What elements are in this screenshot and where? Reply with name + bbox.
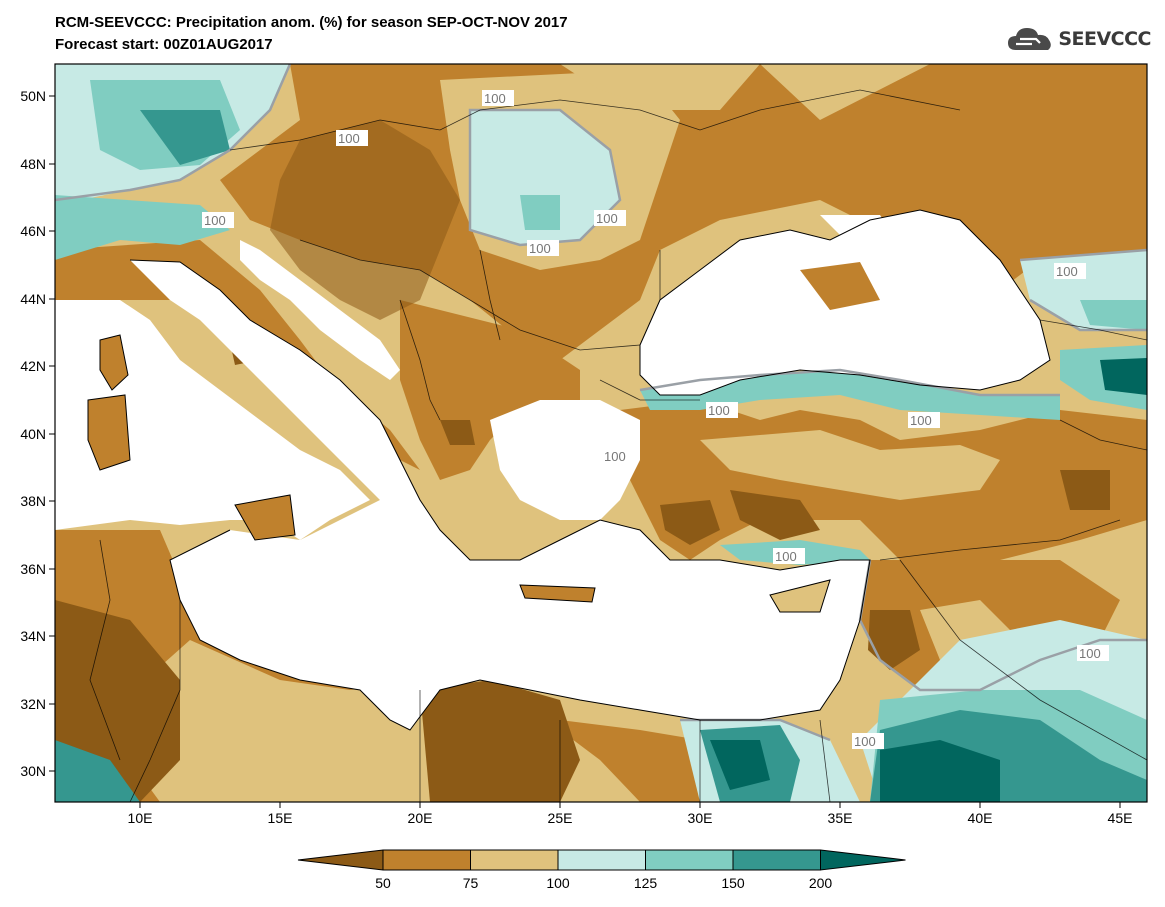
region-150-200-alps [140, 110, 230, 165]
lat-tick-label: 48N [20, 156, 46, 172]
region-125-150-carpathians [520, 195, 560, 230]
lat-tick-label: 36N [20, 561, 46, 577]
contour-label: 100 [484, 91, 506, 106]
contour-label: 100 [854, 734, 876, 749]
map-frame [54, 63, 1148, 803]
island-crete [520, 585, 595, 602]
region-gt200-arabia [880, 740, 1000, 802]
island-sardinia [88, 395, 130, 470]
region-lt50-east-anatolia [1060, 470, 1110, 510]
region-crimea [800, 262, 880, 310]
logo-text: SEEVCCC [1058, 28, 1151, 50]
lon-tick-label: 25E [548, 810, 573, 826]
coastlines [87, 209, 1051, 731]
colorbar-swatch [470, 849, 559, 871]
lat-tick-label: 44N [20, 291, 46, 307]
lat-tick-label: 50N [20, 88, 46, 104]
lon-tick-label: 30E [688, 810, 713, 826]
lat-tick-label: 46N [20, 223, 46, 239]
region-125-150-black-sea-coast [640, 370, 1060, 420]
region-gt200-georgia [1100, 358, 1147, 395]
lat-tick-label: 34N [20, 628, 46, 644]
region-lt50-pannonia [270, 120, 460, 320]
lat-tick-label: 32N [20, 696, 46, 712]
sea-tyrrhenian [55, 300, 370, 540]
lat-tick-label: 40N [20, 426, 46, 442]
longitude-axis: 10E 15E 20E 25E 30E 35E 40E 45E [128, 802, 1133, 826]
contour-label: 100 [604, 449, 626, 464]
contour-label: 100 [1056, 264, 1078, 279]
region-lt50-lebanon [868, 610, 920, 670]
contour-label: 100 [1079, 646, 1101, 661]
lat-tick-label: 38N [20, 493, 46, 509]
title-line-2: Forecast start: 00Z01AUG2017 [55, 36, 273, 53]
cloud-logo-icon [1008, 28, 1052, 50]
region-gt200-egypt [710, 740, 770, 790]
colorbar-swatch-lt50 [297, 849, 384, 871]
contour-label: 100 [529, 241, 551, 256]
colorbar-swatch [732, 849, 821, 871]
region-150-200-tunisia [55, 740, 140, 802]
region-lt50-greece [440, 420, 475, 445]
colorbar: 50 75 100 125 150 200 [297, 849, 906, 891]
lon-tick-label: 45E [1108, 810, 1133, 826]
colorbar-label: 50 [375, 875, 391, 891]
contour-label: 100 [708, 403, 730, 418]
sea-adriatic [240, 240, 400, 380]
region-lt50-libya [420, 680, 580, 802]
contour-label: 100 [775, 549, 797, 564]
colorbar-label: 150 [721, 875, 745, 891]
country-borders [89, 89, 1147, 802]
map-field: 100 100 100 100 100 100 100 100 100 100 … [55, 64, 1147, 802]
lon-tick-label: 15E [268, 810, 293, 826]
colorbar-label: 200 [809, 875, 833, 891]
lon-tick-label: 40E [968, 810, 993, 826]
island-corsica [100, 335, 128, 390]
colorbar-label: 100 [546, 875, 570, 891]
region-75-100-central-anatolia [700, 430, 1000, 500]
sea-aegean [490, 400, 640, 520]
island-cyprus [770, 580, 830, 612]
region-lt50-anatolia-west [660, 500, 720, 545]
lon-tick-label: 20E [408, 810, 433, 826]
colorbar-swatch [382, 849, 471, 871]
region-125-150-caucasus [1080, 300, 1147, 330]
title-line-1: RCM-SEEVCCC: Precipitation anom. (%) for… [55, 14, 568, 31]
lat-tick-label: 30N [20, 763, 46, 779]
contour-label: 100 [596, 211, 618, 226]
contour-label: 100 [910, 413, 932, 428]
colorbar-label: 75 [463, 875, 479, 891]
seevccc-logo: SEEVCCC [1006, 24, 1151, 54]
region-75-100-ukraine-west [560, 64, 760, 110]
contour-label: 100 [204, 213, 226, 228]
region-lt50-anatolia-south [730, 490, 820, 540]
island-sicily [235, 495, 295, 540]
lat-tick-label: 42N [20, 358, 46, 374]
latitude-axis: 50N 48N 46N 44N 42N 40N 38N 36N 34N 32N … [20, 88, 55, 779]
region-50-75-balkans [400, 300, 580, 480]
contour-label: 100 [338, 131, 360, 146]
contour-labels: 100 100 100 100 100 100 100 100 100 100 … [202, 90, 1109, 749]
colorbar-swatch-gt200 [820, 849, 906, 871]
lon-tick-label: 10E [128, 810, 153, 826]
region-125-150-po-valley [55, 195, 230, 260]
colorbar-swatch [645, 849, 734, 871]
colorbar-swatch [557, 849, 646, 871]
sea-mediterranean [130, 260, 870, 730]
colorbar-label: 125 [634, 875, 658, 891]
region-100-125-carpathians [470, 110, 620, 245]
lon-tick-label: 35E [828, 810, 853, 826]
